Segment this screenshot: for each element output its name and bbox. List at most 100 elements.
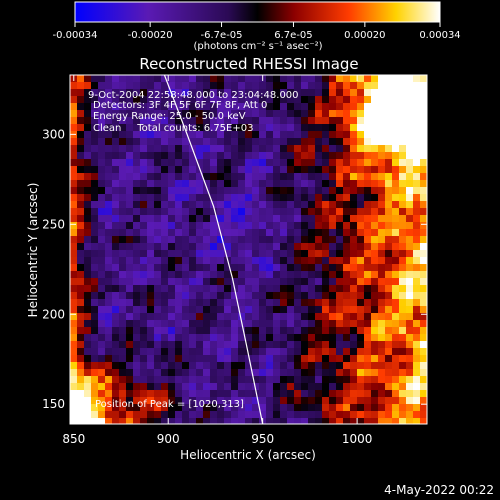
heatmap-cell [238,243,246,251]
heatmap-cell [161,103,169,111]
heatmap-cell [105,271,113,279]
heatmap-cell [203,82,211,90]
heatmap-cell [273,82,281,90]
heatmap-cell [217,334,225,342]
heatmap-cell [308,159,316,167]
heatmap-cell [315,306,323,314]
heatmap-cell [91,334,99,342]
heatmap-cell [84,313,92,321]
heatmap-cell [301,404,309,412]
heatmap-cell [301,250,309,258]
heatmap-cell [266,117,274,125]
heatmap-cell [154,278,162,286]
heatmap-cell [371,152,379,160]
heatmap-cell [105,320,113,328]
heatmap-cell [336,320,344,328]
heatmap-cell [322,152,330,160]
heatmap-cell [189,355,197,363]
heatmap-cell [203,411,211,419]
heatmap-cell [98,124,106,132]
heatmap-cell [77,131,85,139]
heatmap-cell [371,285,379,293]
heatmap-cell [154,292,162,300]
heatmap-cell [308,187,316,195]
heatmap-cell [287,320,295,328]
heatmap-cell [105,229,113,237]
heatmap-cell [266,194,274,202]
heatmap-cell [266,397,274,405]
heatmap-cell [378,334,386,342]
heatmap-cell [245,138,253,146]
heatmap-cell [126,285,134,293]
heatmap-cell [217,278,225,286]
heatmap-cell [357,152,365,160]
heatmap-cell [357,411,365,419]
heatmap-cell [245,159,253,167]
heatmap-cell [189,390,197,398]
heatmap-cell [77,194,85,202]
heatmap-cell [231,103,239,111]
heatmap-cell [343,117,351,125]
heatmap-cell [336,390,344,398]
heatmap-cell [161,341,169,349]
heatmap-cell [196,110,204,118]
heatmap-cell [217,152,225,160]
heatmap-cell [91,215,99,223]
heatmap-cell [168,110,176,118]
heatmap-cell [357,306,365,314]
heatmap-cell [70,103,78,111]
heatmap-cell [98,159,106,167]
heatmap-cell [231,418,239,424]
heatmap-cell [98,194,106,202]
heatmap-cell [224,271,232,279]
heatmap-cell [315,327,323,335]
heatmap-cell [315,299,323,307]
heatmap-cell [203,222,211,230]
heatmap-cell [357,208,365,216]
heatmap-cell [70,390,78,398]
heatmap-cell [343,292,351,300]
heatmap-cell [259,250,267,258]
heatmap-cell [301,145,309,153]
heatmap-cell [315,131,323,139]
heatmap-cell [273,96,281,104]
heatmap-cell [322,299,330,307]
heatmap-cell [252,96,260,104]
heatmap-cell [343,96,351,104]
heatmap-cell [70,194,78,202]
heatmap-cell [210,257,218,265]
heatmap-cell [273,264,281,272]
heatmap-cell [287,327,295,335]
heatmap-cell [266,138,274,146]
heatmap-cell [392,222,400,230]
heatmap-cell [336,271,344,279]
heatmap-cell [189,243,197,251]
heatmap-cell [371,257,379,265]
heatmap-cell [126,145,134,153]
heatmap-cell [133,264,141,272]
heatmap-cell [301,201,309,209]
heatmap-cell [287,138,295,146]
heatmap-cell [294,404,302,412]
heatmap-cell [308,341,316,349]
heatmap-cell [189,103,197,111]
heatmap-cell [413,411,421,419]
heatmap-cell [392,383,400,391]
heatmap-cell [140,404,148,412]
heatmap-cell [245,236,253,244]
heatmap-cell [350,404,358,412]
heatmap-cell [322,355,330,363]
heatmap-cell [294,110,302,118]
heatmap-cell [343,341,351,349]
heatmap-cell [364,208,372,216]
heatmap-cell [84,376,92,384]
heatmap-cell [413,320,421,328]
heatmap-cell [175,390,183,398]
heatmap-cell [301,236,309,244]
heatmap-cell [182,145,190,153]
heatmap-cell [287,187,295,195]
heatmap-cell [343,355,351,363]
heatmap-cell [154,341,162,349]
heatmap-cell [154,222,162,230]
heatmap-cell [357,341,365,349]
